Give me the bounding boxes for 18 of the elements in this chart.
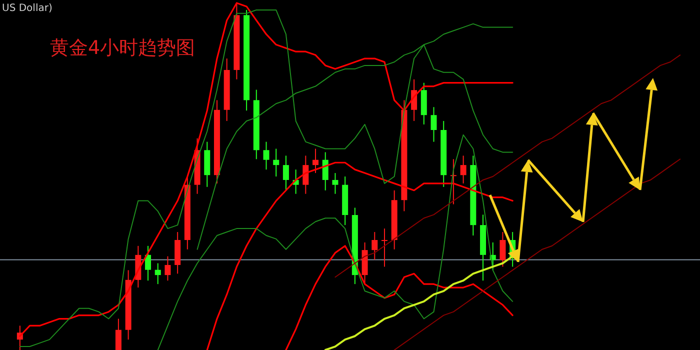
candlestick bbox=[115, 318, 122, 350]
annotation: US Dollar) bbox=[2, 3, 52, 14]
candlestick bbox=[263, 141, 270, 170]
candlestick bbox=[312, 148, 319, 174]
candlestick bbox=[302, 155, 309, 194]
candlestick bbox=[145, 245, 152, 282]
candlestick bbox=[430, 106, 437, 142]
candlestick bbox=[372, 232, 378, 260]
candlestick bbox=[381, 228, 388, 268]
candlestick bbox=[282, 155, 289, 191]
candlestick bbox=[500, 232, 506, 268]
candlestick bbox=[164, 256, 171, 282]
candlestick bbox=[154, 262, 161, 285]
title: 黄金4小时趋势图 bbox=[50, 37, 196, 59]
candlestick bbox=[322, 152, 328, 191]
candlestick bbox=[460, 155, 466, 184]
candlestick bbox=[332, 172, 338, 194]
candlestick bbox=[273, 148, 280, 177]
